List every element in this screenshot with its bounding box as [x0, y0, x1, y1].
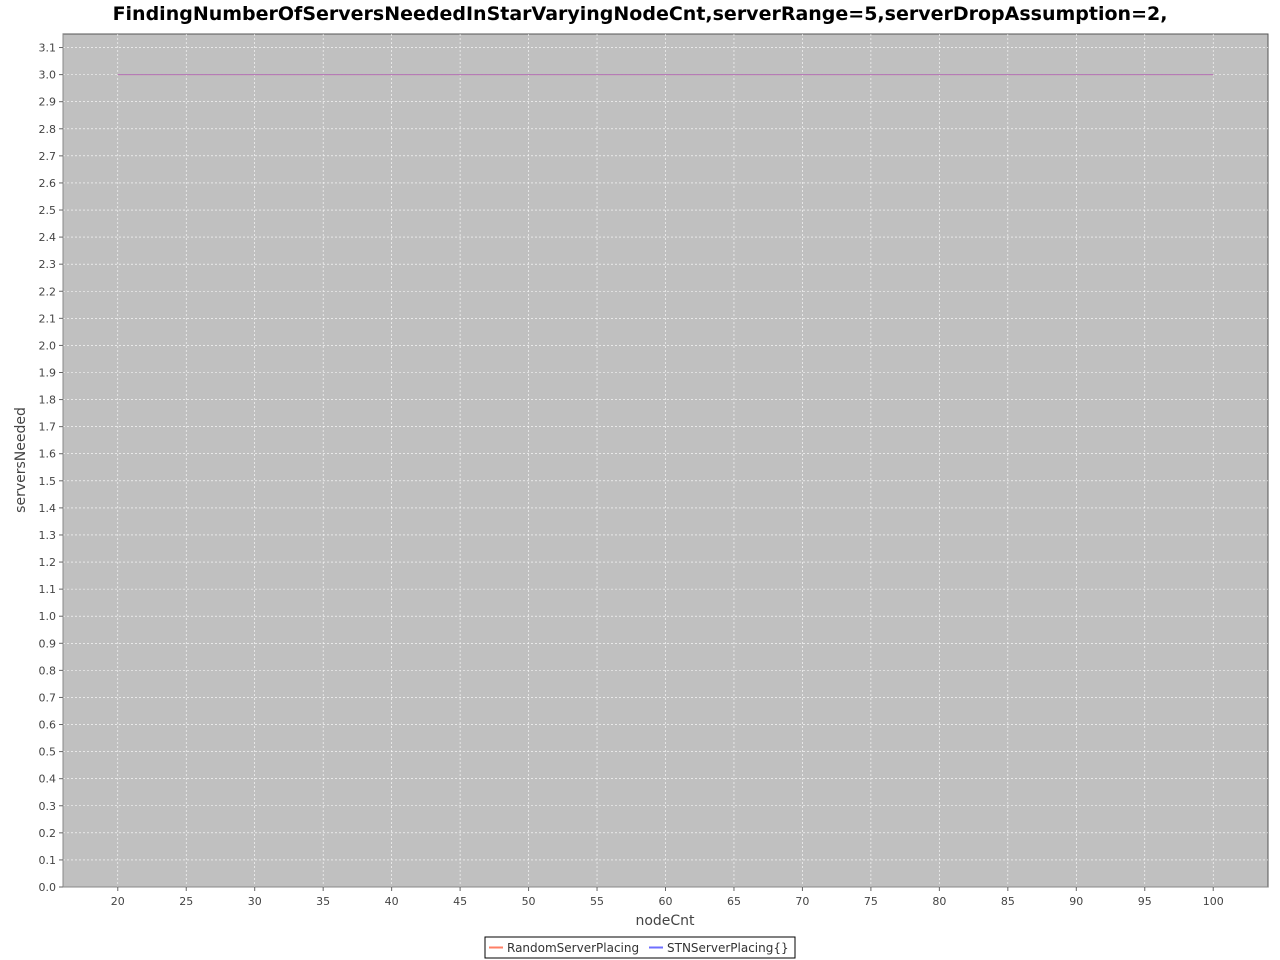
legend-label-random-server-placing: RandomServerPlacing — [507, 941, 639, 955]
y-tick-label: 2.0 — [39, 339, 57, 352]
y-tick-label: 1.1 — [39, 583, 57, 596]
y-tick-label: 1.0 — [39, 610, 57, 623]
y-tick-label: 0.3 — [39, 800, 57, 813]
y-axis-label: serversNeeded — [13, 407, 29, 513]
y-tick-label: 0.5 — [39, 746, 57, 759]
x-tick-label: 55 — [590, 895, 604, 908]
x-tick-label: 100 — [1203, 895, 1224, 908]
x-tick-label: 30 — [248, 895, 262, 908]
y-tick-label: 3.1 — [39, 42, 57, 55]
y-tick-label: 2.1 — [39, 312, 57, 325]
y-tick-label: 1.8 — [39, 394, 57, 407]
y-tick-label: 0.0 — [39, 881, 57, 894]
x-tick-label: 20 — [111, 895, 125, 908]
y-tick-label: 0.9 — [39, 637, 57, 650]
legend-box — [484, 936, 796, 959]
y-tick-label: 3.0 — [39, 69, 57, 82]
x-tick-label: 35 — [316, 895, 330, 908]
x-tick-label: 45 — [453, 895, 467, 908]
x-axis-label: nodeCnt — [635, 913, 695, 929]
y-tick-label: 2.3 — [39, 258, 57, 271]
y-tick-label: 1.4 — [39, 502, 57, 515]
y-tick-label: 1.7 — [39, 421, 57, 434]
x-tick-label: 65 — [727, 895, 741, 908]
y-tick-label: 2.2 — [39, 285, 57, 298]
y-tick-label: 0.6 — [39, 719, 57, 732]
x-tick-label: 50 — [522, 895, 536, 908]
y-tick-label: 0.7 — [39, 691, 57, 704]
plot-area — [62, 33, 1269, 888]
x-axis-ticks: 20 25 30 35 40 45 50 55 60 65 70 75 80 85 90 95 100 — [111, 887, 1224, 908]
y-tick-label: 0.1 — [39, 854, 57, 867]
x-tick-label: 75 — [864, 895, 878, 908]
chart-title: FindingNumberOfServersNeededInStarVaryin… — [113, 3, 1168, 25]
legend: RandomServerPlacing STNServerPlacing{} — [484, 936, 796, 959]
x-tick-label: 95 — [1138, 895, 1152, 908]
y-tick-label: 1.9 — [39, 366, 57, 379]
y-tick-label: 0.2 — [39, 827, 57, 840]
y-tick-label: 0.4 — [39, 773, 57, 786]
legend-label-stn-server-placing: STNServerPlacing{} — [667, 941, 789, 955]
y-tick-label: 1.6 — [39, 448, 57, 461]
y-tick-label: 2.8 — [39, 123, 57, 136]
x-tick-label: 90 — [1069, 895, 1083, 908]
y-tick-label: 0.8 — [39, 664, 57, 677]
y-tick-label: 2.6 — [39, 177, 57, 190]
x-tick-label: 60 — [659, 895, 673, 908]
y-tick-label: 2.7 — [39, 150, 57, 163]
y-axis-ticks: 0.0 0.1 0.2 0.3 0.4 0.5 0.6 0.7 0.8 0.9 1.0 1.1 1.2 1… — [39, 42, 63, 894]
x-tick-label: 80 — [932, 895, 946, 908]
x-tick-label: 70 — [795, 895, 809, 908]
x-tick-label: 25 — [179, 895, 193, 908]
y-tick-label: 2.9 — [39, 96, 57, 109]
x-tick-label: 85 — [1001, 895, 1015, 908]
y-tick-label: 2.4 — [39, 231, 57, 244]
y-tick-label: 1.2 — [39, 556, 57, 569]
y-tick-label: 1.3 — [39, 529, 57, 542]
x-tick-label: 40 — [385, 895, 399, 908]
y-tick-label: 2.5 — [39, 204, 57, 217]
y-tick-label: 1.5 — [39, 475, 57, 488]
